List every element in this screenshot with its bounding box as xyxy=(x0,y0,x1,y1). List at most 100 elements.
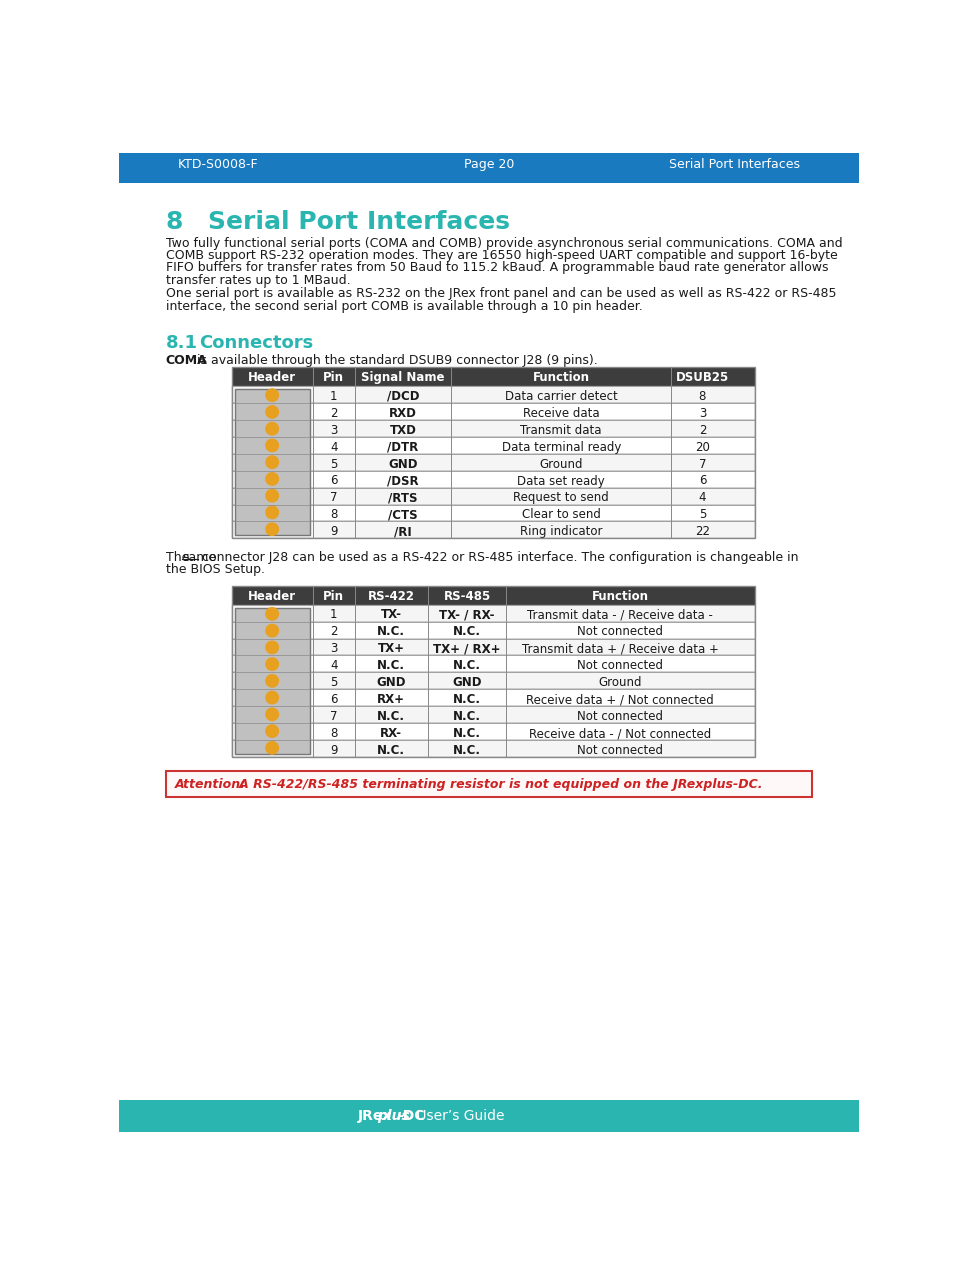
Text: GND: GND xyxy=(388,458,417,471)
Text: Receive data: Receive data xyxy=(522,407,598,420)
Text: 3: 3 xyxy=(330,642,337,655)
Text: Data set ready: Data set ready xyxy=(517,474,604,487)
Text: N.C.: N.C. xyxy=(453,744,480,757)
Circle shape xyxy=(266,523,278,536)
Text: /DTR: /DTR xyxy=(387,440,418,454)
Text: 4: 4 xyxy=(330,659,337,673)
Text: Receive data - / Not connected: Receive data - / Not connected xyxy=(528,728,710,740)
Text: A RS-422/RS-485 terminating resistor is not equipped on the JRexplus-DC.: A RS-422/RS-485 terminating resistor is … xyxy=(226,778,761,791)
Text: Pin: Pin xyxy=(323,371,344,384)
Text: connector J28 can be used as a RS-422 or RS-485 interface. The configuration is : connector J28 can be used as a RS-422 or… xyxy=(198,551,798,563)
Circle shape xyxy=(266,674,278,687)
Bar xyxy=(232,673,754,689)
Text: GND: GND xyxy=(452,677,481,689)
Circle shape xyxy=(266,709,278,720)
Text: 3: 3 xyxy=(330,424,337,436)
Text: Attention:: Attention: xyxy=(174,778,246,791)
Bar xyxy=(232,403,754,420)
Text: N.C.: N.C. xyxy=(453,728,480,740)
Text: Header: Header xyxy=(248,590,296,603)
Text: Transmit data + / Receive data +: Transmit data + / Receive data + xyxy=(521,642,718,655)
Circle shape xyxy=(266,439,278,452)
Text: Ground: Ground xyxy=(598,677,641,689)
Text: 7: 7 xyxy=(330,491,337,505)
Text: 5: 5 xyxy=(698,509,705,522)
Text: 9: 9 xyxy=(330,525,337,538)
Bar xyxy=(234,389,310,536)
Text: 2: 2 xyxy=(330,407,337,420)
Text: Data terminal ready: Data terminal ready xyxy=(501,440,620,454)
Text: N.C.: N.C. xyxy=(453,626,480,639)
Text: Header: Header xyxy=(248,371,296,384)
Bar xyxy=(234,608,310,754)
Text: N.C.: N.C. xyxy=(376,710,405,722)
Circle shape xyxy=(266,422,278,435)
Text: interface, the second serial port COMB is available through a 10 pin header.: interface, the second serial port COMB i… xyxy=(166,300,641,313)
Text: Data carrier detect: Data carrier detect xyxy=(504,389,617,403)
Text: 8: 8 xyxy=(330,509,337,522)
Text: N.C.: N.C. xyxy=(453,710,480,722)
Circle shape xyxy=(266,742,278,754)
Text: 6: 6 xyxy=(330,474,337,487)
Circle shape xyxy=(266,692,278,703)
Circle shape xyxy=(266,725,278,738)
Text: same: same xyxy=(182,551,216,563)
Text: Ground: Ground xyxy=(538,458,582,471)
Bar xyxy=(232,706,754,724)
Text: 8.1: 8.1 xyxy=(166,333,197,351)
Text: 7: 7 xyxy=(330,710,337,722)
Text: Not connected: Not connected xyxy=(577,659,662,673)
Text: N.C.: N.C. xyxy=(376,659,405,673)
Bar xyxy=(232,655,754,673)
Text: 7: 7 xyxy=(698,458,705,471)
Text: RXD: RXD xyxy=(389,407,416,420)
Text: TX- / RX-: TX- / RX- xyxy=(438,608,495,622)
Text: 5: 5 xyxy=(330,458,337,471)
Bar xyxy=(232,471,754,487)
Bar xyxy=(232,604,754,622)
Text: GND: GND xyxy=(376,677,406,689)
Circle shape xyxy=(266,506,278,519)
Text: /DCD: /DCD xyxy=(386,389,418,403)
Text: Page 20: Page 20 xyxy=(463,158,514,170)
Bar xyxy=(232,487,754,505)
Text: Pin: Pin xyxy=(323,590,344,603)
Text: 6: 6 xyxy=(698,474,705,487)
Text: FIFO buffers for transfer rates from 50 Baud to 115.2 kBaud. A programmable baud: FIFO buffers for transfer rates from 50 … xyxy=(166,261,827,275)
Text: Serial Port Interfaces: Serial Port Interfaces xyxy=(669,158,800,170)
Text: Request to send: Request to send xyxy=(513,491,608,505)
Bar xyxy=(232,505,754,522)
Bar xyxy=(232,522,754,538)
Text: 5: 5 xyxy=(330,677,337,689)
Circle shape xyxy=(266,625,278,637)
Bar xyxy=(232,586,754,757)
Bar xyxy=(232,454,754,471)
Text: RS-485: RS-485 xyxy=(443,590,490,603)
Text: N.C.: N.C. xyxy=(376,626,405,639)
Circle shape xyxy=(266,389,278,402)
Text: 1: 1 xyxy=(330,608,337,622)
Text: Not connected: Not connected xyxy=(577,710,662,722)
Text: 4: 4 xyxy=(330,440,337,454)
Text: TXD: TXD xyxy=(389,424,416,436)
Bar xyxy=(232,586,754,604)
Text: 4: 4 xyxy=(698,491,705,505)
Text: Transmit data - / Receive data -: Transmit data - / Receive data - xyxy=(527,608,712,622)
Text: 2: 2 xyxy=(330,626,337,639)
Circle shape xyxy=(266,658,278,670)
Text: N.C.: N.C. xyxy=(453,693,480,706)
Bar xyxy=(232,724,754,740)
Bar xyxy=(232,436,754,454)
Bar xyxy=(232,368,754,538)
Text: User’s Guide: User’s Guide xyxy=(412,1109,503,1123)
Text: /CTS: /CTS xyxy=(388,509,417,522)
Text: Not connected: Not connected xyxy=(577,744,662,757)
Text: RX-: RX- xyxy=(380,728,402,740)
Text: Function: Function xyxy=(591,590,648,603)
Circle shape xyxy=(266,608,278,619)
Bar xyxy=(119,1100,858,1132)
Text: Two fully functional serial ports (COMA and COMB) provide asynchronous serial co: Two fully functional serial ports (COMA … xyxy=(166,237,841,249)
Text: COMB support RS-232 operation modes. They are 16550 high-speed UART compatible a: COMB support RS-232 operation modes. The… xyxy=(166,249,837,262)
Bar xyxy=(232,385,754,403)
Text: /DSR: /DSR xyxy=(387,474,418,487)
